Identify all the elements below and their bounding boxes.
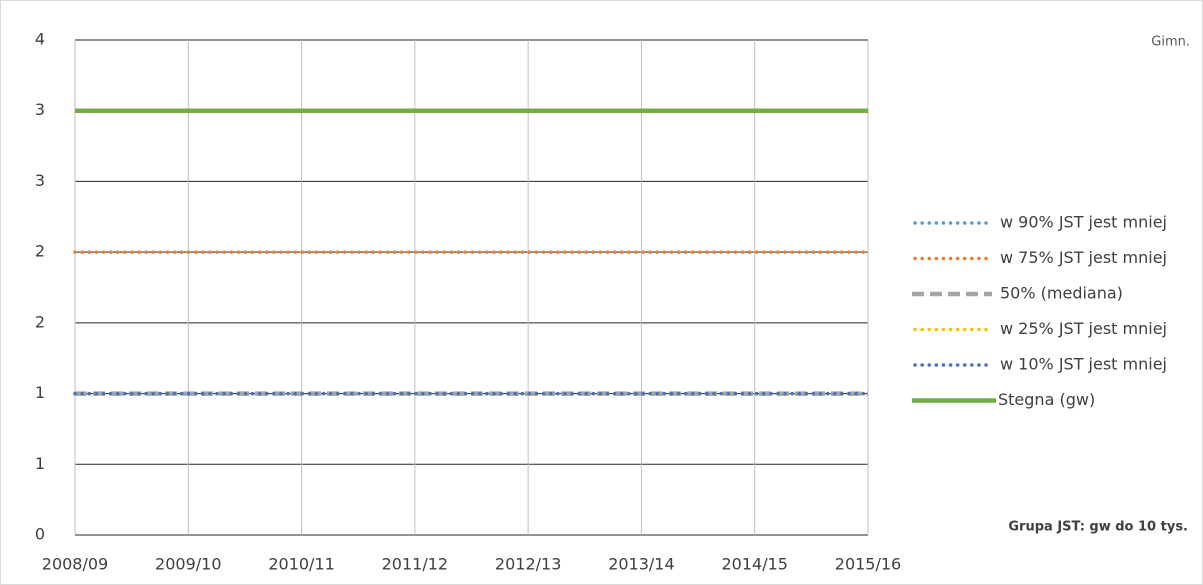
y-tick-label: 2	[35, 312, 45, 331]
x-tick-label: 2014/15	[721, 555, 787, 574]
y-tick-label: 0	[35, 525, 45, 544]
legend-label: 50% (mediana)	[1000, 284, 1123, 303]
x-tick-label: 2009/10	[155, 555, 221, 574]
y-tick-label: 1	[35, 383, 45, 402]
x-tick-label: 2015/16	[835, 555, 901, 574]
x-tick-label: 2010/11	[268, 555, 334, 574]
x-tick-label: 2011/12	[382, 555, 448, 574]
legend-label: w 75% JST jest mniej	[1000, 248, 1167, 267]
note-top: Gimn.	[1151, 35, 1190, 50]
note-bottom: Grupa JST: gw do 10 tys.	[1008, 520, 1188, 535]
y-tick-label: 3	[35, 100, 45, 119]
y-tick-label: 4	[35, 30, 45, 49]
x-tick-label: 2008/09	[42, 555, 108, 574]
x-tick-label: 2013/14	[608, 555, 674, 574]
legend-label: w 90% JST jest mniej	[1000, 213, 1167, 232]
y-tick-label: 1	[35, 454, 45, 473]
legend-label: Stegna (gw)	[998, 390, 1095, 409]
y-tick-label: 2	[35, 242, 45, 261]
legend-label: w 10% JST jest mniej	[1000, 355, 1167, 374]
legend-label: w 25% JST jest mniej	[1000, 319, 1167, 338]
x-tick-label: 2012/13	[495, 555, 561, 574]
y-tick-label: 3	[35, 171, 45, 190]
